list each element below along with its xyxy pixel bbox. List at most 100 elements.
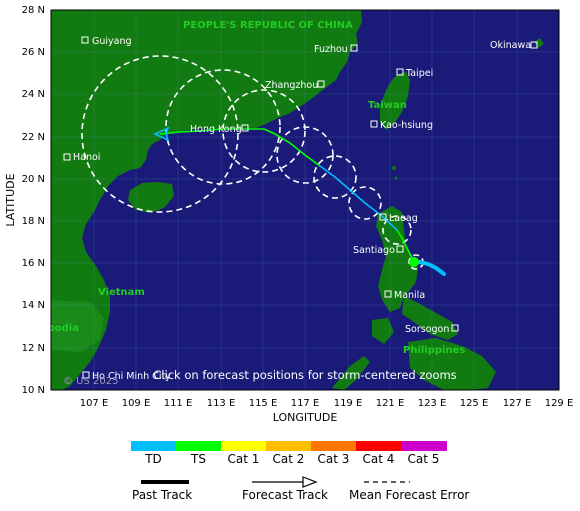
country-label-china: PEOPLE'S REPUBLIC OF CHINA: [183, 20, 353, 31]
lon-tick: 121 E: [376, 398, 405, 409]
forecast-arrowhead: [153, 126, 170, 142]
copyright-text: © US 2025: [63, 376, 118, 387]
city-marker: [350, 44, 358, 52]
cambodia-label-clip: Cambodia: [23, 323, 79, 334]
city-marker: [396, 68, 404, 76]
error-circle[interactable]: [165, 69, 281, 185]
luzon-island: [376, 206, 418, 312]
city-marker: [317, 80, 325, 88]
scale-swatch-cat3: [311, 441, 356, 451]
city-marker: [82, 371, 90, 379]
lat-tick: 18 N: [22, 216, 45, 227]
scale-label-td: TD: [145, 452, 162, 466]
country-label-cambodia: Cambodia: [23, 323, 79, 334]
scale-label-cat4: Cat 4: [362, 452, 395, 466]
palawan-island: [332, 356, 370, 390]
lon-tick: 125 E: [460, 398, 489, 409]
lon-tick: 115 E: [249, 398, 278, 409]
storm-zoom-hint[interactable]: Click on forecast positions for storm-ce…: [153, 368, 456, 382]
lon-tick: 129 E: [545, 398, 574, 409]
country-label-philippines: Philippines: [403, 345, 465, 356]
error-circle[interactable]: [348, 186, 382, 220]
lat-tick: 22 N: [22, 132, 45, 143]
city-label-okinawa: Okinawa: [490, 40, 531, 51]
forecast-error-cones: [81, 55, 424, 270]
city-marker: [81, 36, 89, 44]
cambodia-region: [51, 300, 104, 352]
city-marker: [384, 290, 392, 298]
lat-tick: 16 N: [22, 258, 45, 269]
lat-tick: 26 N: [22, 47, 45, 58]
error-circle[interactable]: [313, 155, 357, 199]
lon-tick: 113 E: [207, 398, 236, 409]
batanes-island: [394, 176, 398, 180]
scale-swatch-ts: [176, 441, 221, 451]
city-marker: [396, 245, 404, 253]
scale-swatch-cat4: [356, 441, 401, 451]
scale-label-ts: TS: [191, 452, 206, 466]
city-marker: [451, 324, 459, 332]
lon-tick: 119 E: [334, 398, 363, 409]
city-label-kaohsiung: Kao-hsiung: [380, 120, 433, 131]
country-label-vietnam: Vietnam: [98, 287, 145, 298]
city-marker: [241, 124, 249, 132]
lon-tick-labels: 107 E 109 E 111 E 113 E 115 E 117 E 119 …: [80, 398, 574, 409]
city-label-taipei: Taipei: [405, 68, 433, 79]
error-circle[interactable]: [81, 55, 239, 213]
city-label-laoag: Laoag: [389, 213, 418, 224]
city-label-guiyang: Guiyang: [92, 36, 132, 47]
scale-swatch-cat5: [401, 441, 447, 451]
city-label-hochiminh: Ho Chi Minh City: [92, 371, 171, 382]
legend-forecast-track: Forecast Track: [242, 488, 328, 502]
forecast-track-ts: [396, 229, 415, 263]
scale-swatch-td: [131, 441, 176, 451]
lon-tick: 127 E: [503, 398, 532, 409]
lat-tick: 24 N: [22, 89, 45, 100]
lat-tick-labels: 28 N 26 N 24 N 22 N 20 N 18 N 16 N 14 N …: [22, 5, 45, 396]
taiwan-island: [380, 72, 410, 130]
city-marker: [370, 120, 378, 128]
scale-label-cat2: Cat 2: [272, 452, 305, 466]
city-label-zhangzhou: Zhangzhou: [265, 80, 318, 91]
legend-mean-error: Mean Forecast Error: [349, 488, 470, 502]
scale-label-cat5: Cat 5: [407, 452, 440, 466]
forecast-track-ts: [159, 128, 321, 167]
current-position-marker[interactable]: [409, 257, 419, 267]
city-label-santiago: Santiago: [353, 245, 395, 256]
city-markers: [63, 36, 538, 379]
error-circle[interactable]: [222, 89, 306, 173]
country-label-taiwan: Taiwan: [368, 100, 407, 111]
mainland-landmass: [51, 10, 362, 390]
land-masses: [51, 10, 544, 390]
city-marker: [63, 153, 71, 161]
forecast-arrow-icon: [302, 476, 318, 488]
scale-swatch-cat1: [221, 441, 266, 451]
lat-tick: 14 N: [22, 300, 45, 311]
lon-tick: 111 E: [164, 398, 193, 409]
lon-tick: 123 E: [418, 398, 447, 409]
lat-tick: 28 N: [22, 5, 45, 16]
lat-tick: 20 N: [22, 174, 45, 185]
scale-label-cat1: Cat 1: [227, 452, 260, 466]
city-label-fuzhou: Fuzhou: [314, 44, 348, 55]
lon-tick: 117 E: [291, 398, 320, 409]
error-circle[interactable]: [382, 215, 412, 245]
city-marker: [379, 213, 387, 221]
city-label-manila: Manila: [394, 290, 425, 301]
lon-tick: 107 E: [80, 398, 109, 409]
forecast-track-td: [319, 165, 398, 231]
map-frame: [50, 9, 560, 391]
lon-tick: 109 E: [122, 398, 151, 409]
legend-past-track: Past Track: [132, 488, 193, 502]
visayas-islands: [408, 338, 496, 390]
city-marker: [530, 41, 538, 49]
batanes-island: [392, 166, 396, 170]
hainan-island: [128, 182, 174, 213]
bicol-landmass: [402, 296, 458, 340]
city-label-hongkong: Hong Kong: [190, 124, 242, 135]
city-label-sorsogon: Sorsogon: [405, 324, 449, 335]
scale-swatch-cat2: [266, 441, 311, 451]
mindoro-island: [372, 318, 394, 344]
x-axis-label: LONGITUDE: [273, 411, 338, 424]
